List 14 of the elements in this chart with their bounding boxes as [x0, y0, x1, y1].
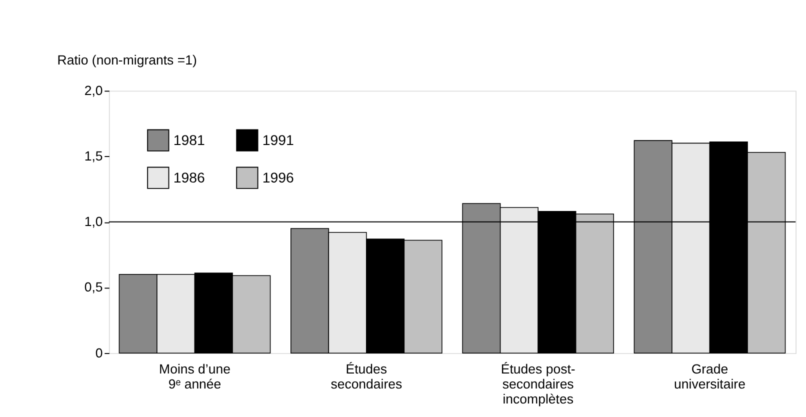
- y-tick-label: 2,0: [84, 82, 103, 98]
- legend-label: 1981: [173, 133, 205, 150]
- y-tick-label: 1,5: [84, 148, 103, 164]
- y-axis-title: Ratio (non-migrants =1): [57, 52, 197, 68]
- legend-label: 1991: [262, 133, 294, 150]
- legend-label: 1996: [262, 170, 294, 187]
- x-tick-label: Grade universitaire: [674, 361, 746, 392]
- x-tick-label: Moins d’une 9ᵉ année: [159, 361, 230, 392]
- legend-label: 1986: [173, 170, 205, 187]
- y-tick-label: 0,5: [84, 280, 103, 295]
- y-tick-label: 0: [95, 345, 103, 360]
- x-tick-label: Études post- secondaires incomplètes: [500, 361, 576, 407]
- x-tick-label: Études secondaires: [330, 361, 403, 392]
- y-tick-label: 1,0: [84, 214, 103, 230]
